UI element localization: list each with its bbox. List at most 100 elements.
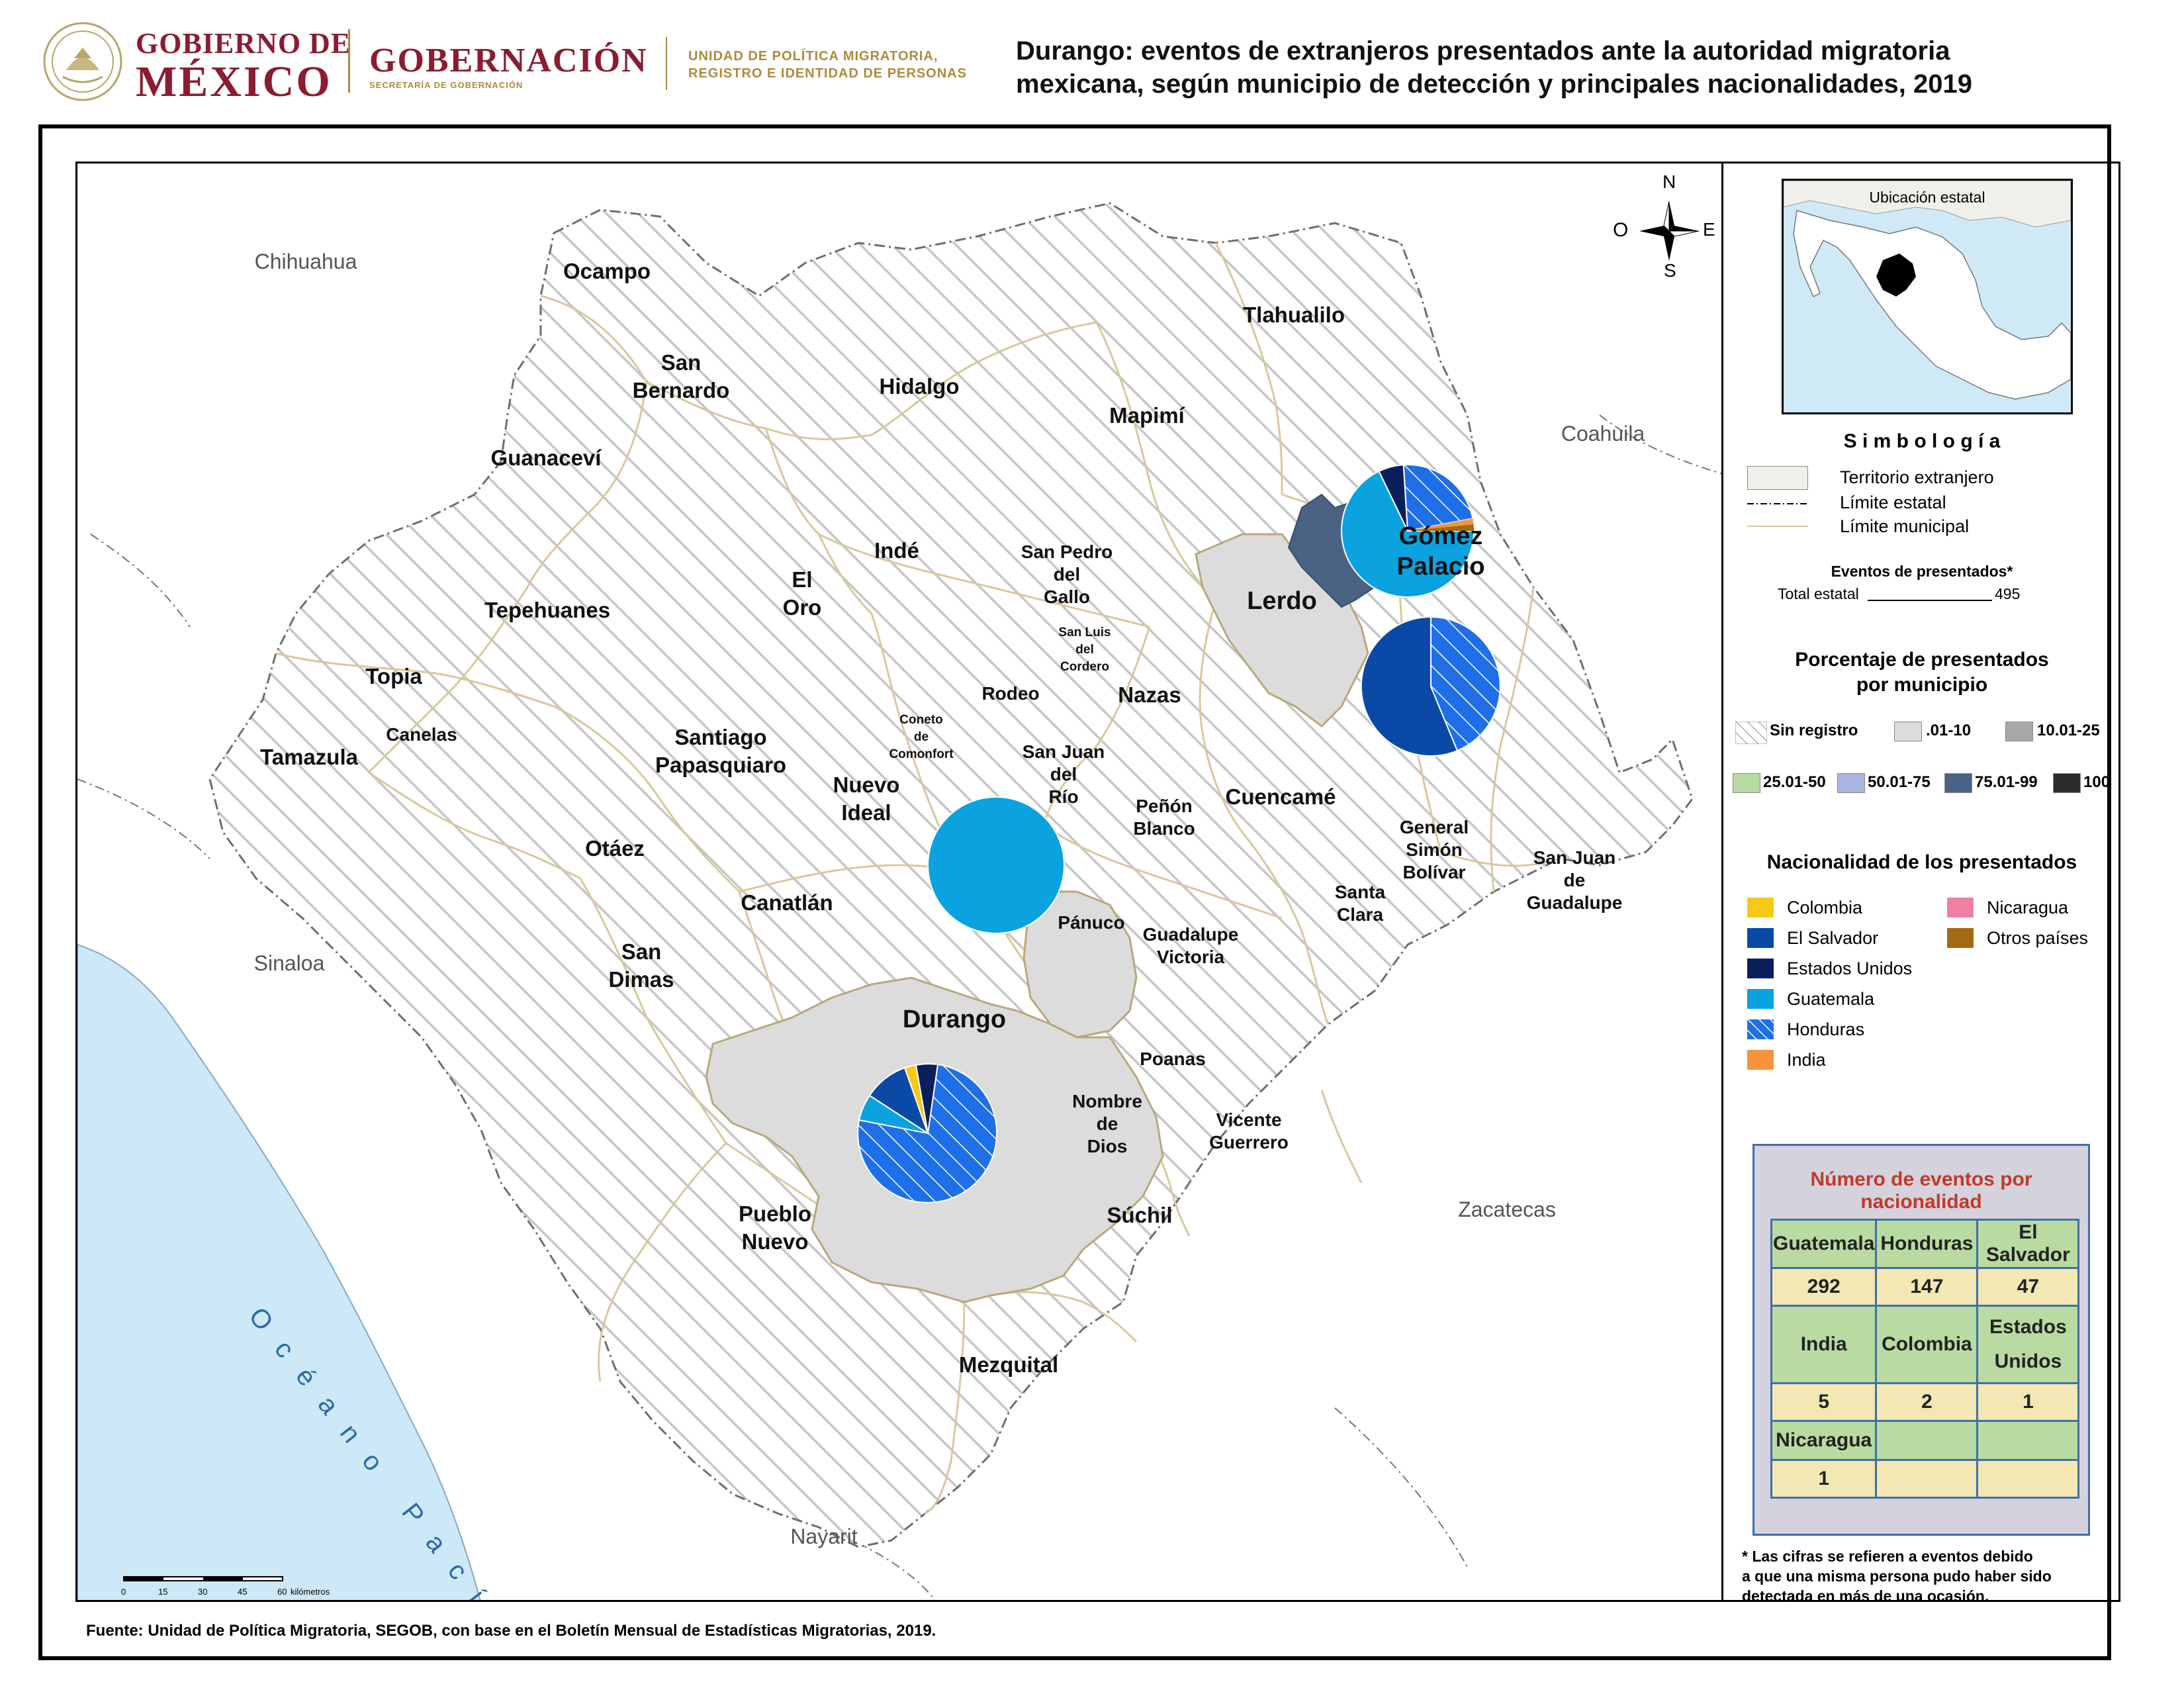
swatch-sin-registro: [1735, 722, 1767, 744]
table-cell: [1875, 1420, 1979, 1461]
total-value: 495: [1995, 585, 2021, 602]
label-poanas: Poanas: [1140, 1049, 1206, 1069]
table-cell: Honduras: [1875, 1219, 1979, 1269]
swatch-guatemala: [1747, 989, 1774, 1009]
swatch-territorio: [1747, 466, 1808, 490]
swatch-pct-100: [2053, 773, 2081, 793]
label-san-dimas: San Dimas: [608, 939, 674, 992]
label-durango: Durango: [902, 1006, 1007, 1033]
swatch-estados-unidos: [1747, 959, 1774, 978]
table-cell: 5: [1770, 1382, 1878, 1422]
gob-org: GOBERNACIÓN: [369, 42, 648, 79]
nat-india: India: [1787, 1050, 1826, 1070]
legend-limite-municipal: Límite municipal: [1840, 516, 1970, 536]
scale-tick-15: 15: [158, 1587, 168, 1597]
table-cell: 2: [1875, 1382, 1979, 1422]
inset-title: Ubicación estatal: [1869, 189, 1985, 206]
compass-n: N: [1662, 171, 1676, 192]
pie-durango-el-salvador: [868, 1066, 929, 1135]
legend-territorio: Territorio extranjero: [1840, 467, 1994, 487]
map-area: N S E O 0 15 30 45 60 kilómetros Chihuah…: [75, 162, 1723, 1602]
swatch-pct-1025: [2005, 722, 2033, 741]
nat-title: Nacionalidad de los presentados: [1766, 851, 2077, 873]
label-mezquital: Mezquital: [958, 1352, 1059, 1377]
gob-line2: MÉXICO: [136, 58, 332, 106]
label-topia: Topia: [365, 664, 422, 688]
compass-w: O: [1613, 219, 1629, 241]
unit-line2: REGISTRO E IDENTIDAD DE PERSONAS: [688, 66, 967, 81]
swatch-otros: [1947, 928, 1974, 948]
scale-tick-30: 30: [198, 1587, 208, 1597]
compass-s: S: [1664, 260, 1676, 281]
pct-1025: 10.01-25: [2037, 722, 2100, 739]
label-tlahualilo: Tlahualilo: [1242, 303, 1345, 327]
gobernacion-logo: GOBERNACIÓN SECRETARÍA DE GOBERNACIÓN: [369, 41, 648, 90]
nat-honduras: Honduras: [1787, 1019, 1865, 1039]
table-cell: India: [1770, 1305, 1878, 1384]
table-cell: Colombia: [1875, 1305, 1979, 1384]
source-note: Fuente: Unidad de Política Migratoria, S…: [86, 1622, 936, 1640]
table-cell: Nicaragua: [1770, 1420, 1878, 1461]
label-san-bernardo: San Bernardo: [632, 350, 730, 402]
label-sinaloa: Sinaloa: [253, 951, 325, 975]
label-inde: Indé: [874, 538, 919, 563]
label-penon-blanco: Peñón Blanco: [1133, 796, 1195, 839]
label-panuco: Pánuco: [1058, 912, 1125, 933]
pie-nuevo-ideal-guatemala: [927, 796, 1065, 934]
swatch-honduras: [1747, 1019, 1774, 1039]
scale-unit: kilómetros: [291, 1587, 330, 1597]
unit-name: UNIDAD DE POLÍTICA MIGRATORIA, REGISTRO …: [688, 48, 967, 82]
table-cell: 47: [1976, 1267, 2080, 1307]
table-row: Guatemala Honduras El Salvador: [1770, 1219, 2080, 1269]
label-santa-clara: Santa Clara: [1334, 882, 1386, 925]
ocean-area: [77, 943, 481, 1600]
table-cell: 1: [1976, 1382, 2080, 1422]
label-cuencame: Cuencamé: [1225, 784, 1336, 809]
label-canelas: Canelas: [386, 724, 457, 745]
swatch-nicaragua: [1947, 898, 1974, 917]
table-cell: Estados Unidos: [1976, 1305, 2080, 1384]
scale-tick-45: 45: [238, 1587, 248, 1597]
nat-el-salvador: El Salvador: [1787, 928, 1879, 948]
nat-nicaragua: Nicaragua: [1987, 898, 2069, 917]
table-cell-text: Estados Unidos: [1989, 1316, 2067, 1372]
label-canatlan: Canatlán: [741, 890, 833, 915]
footnote: * Las cifras se refieren a eventos debid…: [1742, 1546, 2052, 1606]
label-san-juan-del-rio: San Juan del Río: [1022, 741, 1105, 807]
table-cell: [1976, 1459, 2080, 1499]
panuco-municipality: [1023, 890, 1138, 1039]
label-san-pedro-del-gallo: San Pedro del Gallo: [1021, 541, 1113, 607]
pie-durango-estados-unidos: [915, 1063, 939, 1134]
pct-2550: 25.01-50: [1763, 773, 1826, 791]
label-tepehuanes: Tepehuanes: [484, 598, 611, 622]
pie-durango: [857, 1063, 998, 1203]
swatch-pct-010: [1894, 722, 1922, 741]
nat-guatemala: Guatemala: [1787, 989, 1875, 1009]
pie-lerdo-honduras: [1430, 616, 1501, 752]
label-santiago-papasquiaro: Santiago Papasquiaro: [655, 725, 787, 777]
swatch-el-salvador: [1747, 928, 1774, 948]
outer-frame: [38, 124, 2111, 1660]
scale-tick-0: 0: [121, 1587, 126, 1597]
label-suchil: Súchil: [1107, 1203, 1173, 1227]
inset-durango-highlight: [1876, 254, 1916, 297]
pct-title-1: Porcentaje de presentados: [1795, 649, 2049, 671]
pct-5075: 50.01-75: [1868, 773, 1931, 791]
label-san-juan-de-guadalupe: San Juan de Guadalupe: [1526, 847, 1623, 913]
gobierno-de-mexico-logo: GOBIERNO DE MÉXICO: [136, 26, 351, 104]
label-nayarit: Nayarit: [790, 1524, 858, 1548]
scale-tick-60: 60: [277, 1587, 287, 1597]
line-limite-municipal-icon: [1747, 526, 1808, 527]
table-cell: Guatemala: [1770, 1219, 1878, 1269]
table-row: Nicaragua: [1770, 1420, 2080, 1461]
label-ocampo: Ocampo: [563, 259, 651, 283]
inset-map-svg: [1784, 181, 2071, 400]
pct-7599: 75.01-99: [1975, 773, 2038, 791]
compass-rose-icon: [1639, 201, 1700, 261]
pct-100: 100: [2083, 773, 2111, 791]
table-cell: 292: [1770, 1267, 1878, 1307]
pct-010: .01-10: [1926, 722, 1972, 739]
unit-line1: UNIDAD DE POLÍTICA MIGRATORIA,: [688, 49, 938, 64]
gob-org-sub: SECRETARÍA DE GOBERNACIÓN: [369, 80, 523, 90]
label-general-simon-bolivar: General Simón Bolívar: [1399, 817, 1469, 882]
